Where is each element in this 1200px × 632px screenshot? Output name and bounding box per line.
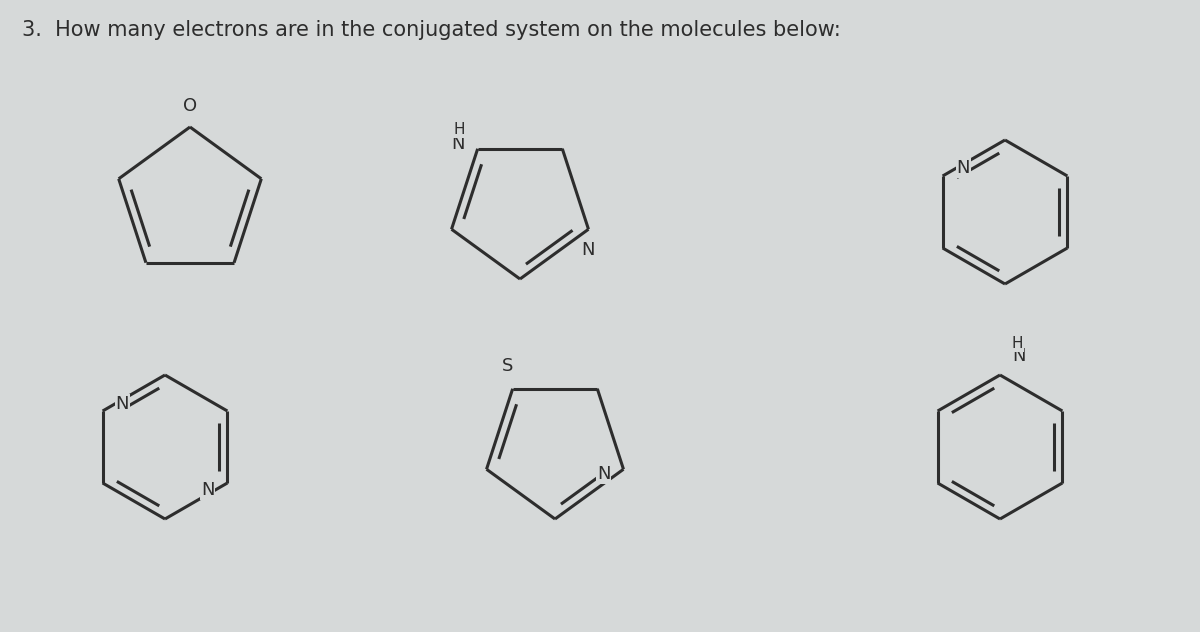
Text: O: O — [182, 97, 197, 115]
Text: N: N — [582, 241, 595, 259]
Text: H: H — [1012, 336, 1024, 351]
Text: 3.  How many electrons are in the conjugated system on the molecules below:: 3. How many electrons are in the conjuga… — [22, 20, 841, 40]
Text: N: N — [956, 159, 970, 177]
Text: N: N — [1012, 347, 1026, 365]
Text: N: N — [451, 135, 464, 153]
Text: H: H — [454, 122, 464, 137]
Text: N: N — [200, 481, 215, 499]
Text: N: N — [115, 395, 130, 413]
Text: N: N — [596, 465, 611, 483]
Text: S: S — [502, 356, 514, 375]
